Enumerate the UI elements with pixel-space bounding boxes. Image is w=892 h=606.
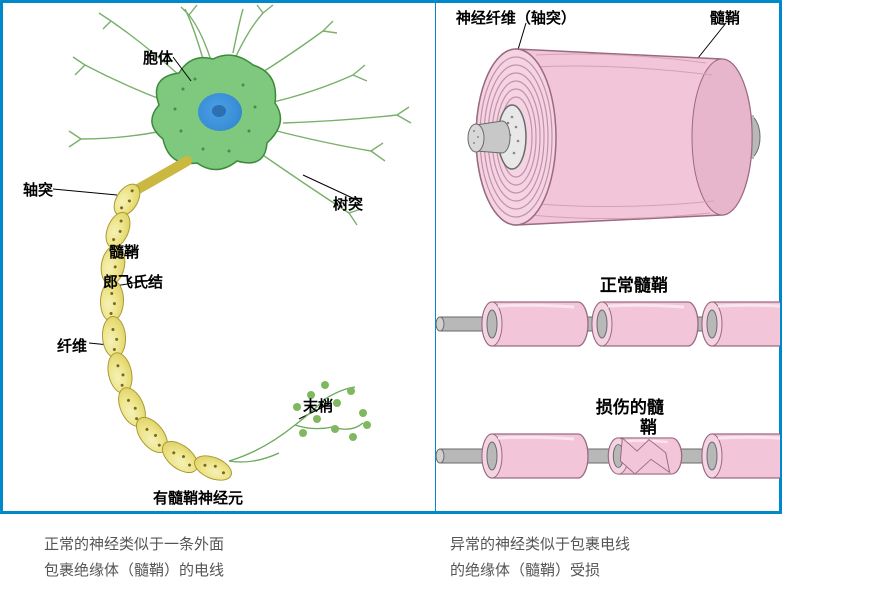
caption-row: 正常的神经类似于一条外面 包裹绝缘体（髓鞘）的电线 异常的神经类似于包裹电线 的… [0,532,782,583]
label-sheath: 髓鞘 [710,7,740,28]
label-fiber: 纤维 [57,335,87,356]
label-dendrite: 树突 [333,193,363,214]
cylinder [468,49,760,225]
label-myelin: 髓鞘 [109,241,139,262]
label-damaged-l2: 鞘 [640,413,657,438]
sheath-panel: 神经纤维（轴突） 髓鞘 正常髓鞘 损伤的髓 鞘 [436,3,779,511]
diagram-frame: 胞体 轴突 树突 髓鞘 郎飞氏结 纤维 末梢 有髓鞘神经元 [0,0,782,514]
label-cellbody: 胞体 [143,47,173,68]
caption-right-l2: 的绝缘体（髓鞘）受损 [450,562,600,579]
caption-right-l1: 异常的神经类似于包裹电线 [450,536,630,553]
diagram-container: 胞体 轴突 树突 髓鞘 郎飞氏结 纤维 末梢 有髓鞘神经元 [0,0,782,606]
neuron-svg [3,3,437,511]
terminal-branches [229,387,363,462]
caption-right: 异常的神经类似于包裹电线 的绝缘体（髓鞘）受损 [450,532,710,583]
caption-left-l2: 包裹绝缘体（髓鞘）的电线 [44,562,224,579]
label-nerve-fiber: 神经纤维（轴突） [456,7,576,28]
normal-fiber-row [436,302,780,346]
label-terminal: 末梢 [303,395,333,416]
caption-left: 正常的神经类似于一条外面 包裹绝缘体（髓鞘）的电线 [44,532,344,583]
neuron-panel: 胞体 轴突 树突 髓鞘 郎飞氏结 纤维 末梢 有髓鞘神经元 [3,3,436,511]
caption-left-l1: 正常的神经类似于一条外面 [44,536,224,553]
label-title-left: 有髓鞘神经元 [153,487,243,508]
label-axon: 轴突 [23,179,53,200]
label-node: 郎飞氏结 [103,271,163,292]
label-normal: 正常髓鞘 [600,271,668,296]
damaged-fiber-row [436,434,780,478]
sheath-svg [436,3,780,511]
nucleus [198,93,242,131]
